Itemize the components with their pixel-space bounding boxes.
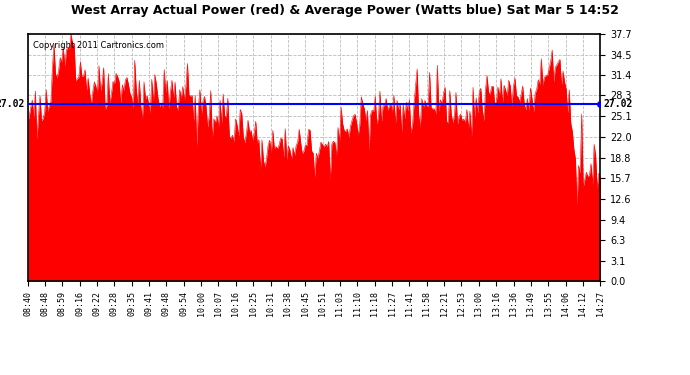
Text: 27.02: 27.02 — [0, 99, 25, 109]
Text: West Array Actual Power (red) & Average Power (Watts blue) Sat Mar 5 14:52: West Array Actual Power (red) & Average … — [71, 4, 619, 17]
Text: Copyright 2011 Cartronics.com: Copyright 2011 Cartronics.com — [33, 41, 164, 50]
Text: 27.02: 27.02 — [603, 99, 633, 109]
